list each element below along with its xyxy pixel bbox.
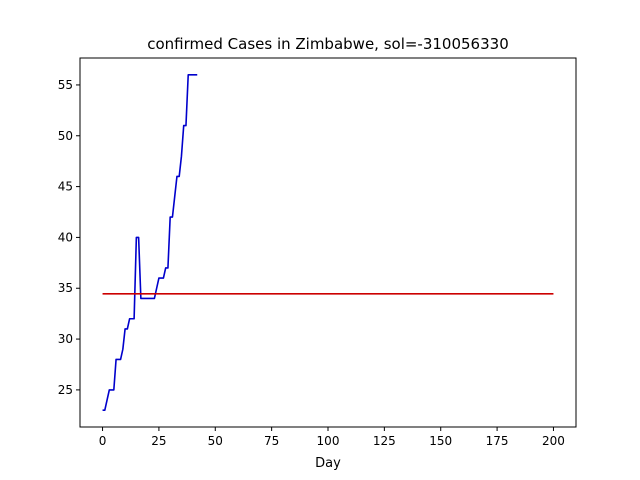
- y-tick-label: 55: [58, 78, 73, 92]
- x-tick-label: 50: [208, 434, 223, 448]
- x-tick-label: 75: [264, 434, 279, 448]
- series-line-0: [102, 73, 198, 412]
- y-tick-label: 25: [58, 383, 73, 397]
- y-tick-label: 35: [58, 281, 73, 295]
- y-tick-label: 30: [58, 332, 73, 346]
- plot-area: [102, 73, 554, 412]
- x-axis: 0 25 50 75 100 125 150 175 200: [99, 427, 565, 448]
- chart-title: confirmed Cases in Zimbabwe, sol=-310056…: [147, 35, 509, 53]
- x-tick-label: 0: [99, 434, 107, 448]
- y-tick-label: 50: [58, 129, 73, 143]
- y-axis: 25 30 35 40 45 50 55: [58, 78, 80, 397]
- x-tick-label: 200: [542, 434, 565, 448]
- x-tick-label: 125: [373, 434, 396, 448]
- x-tick-label: 150: [429, 434, 452, 448]
- x-tick-label: 25: [151, 434, 166, 448]
- y-tick-label: 45: [58, 180, 73, 194]
- x-tick-label: 175: [486, 434, 509, 448]
- x-tick-label: 100: [317, 434, 340, 448]
- x-axis-label: Day: [315, 456, 341, 471]
- axes-frame: [79, 57, 577, 428]
- y-tick-label: 40: [58, 230, 73, 244]
